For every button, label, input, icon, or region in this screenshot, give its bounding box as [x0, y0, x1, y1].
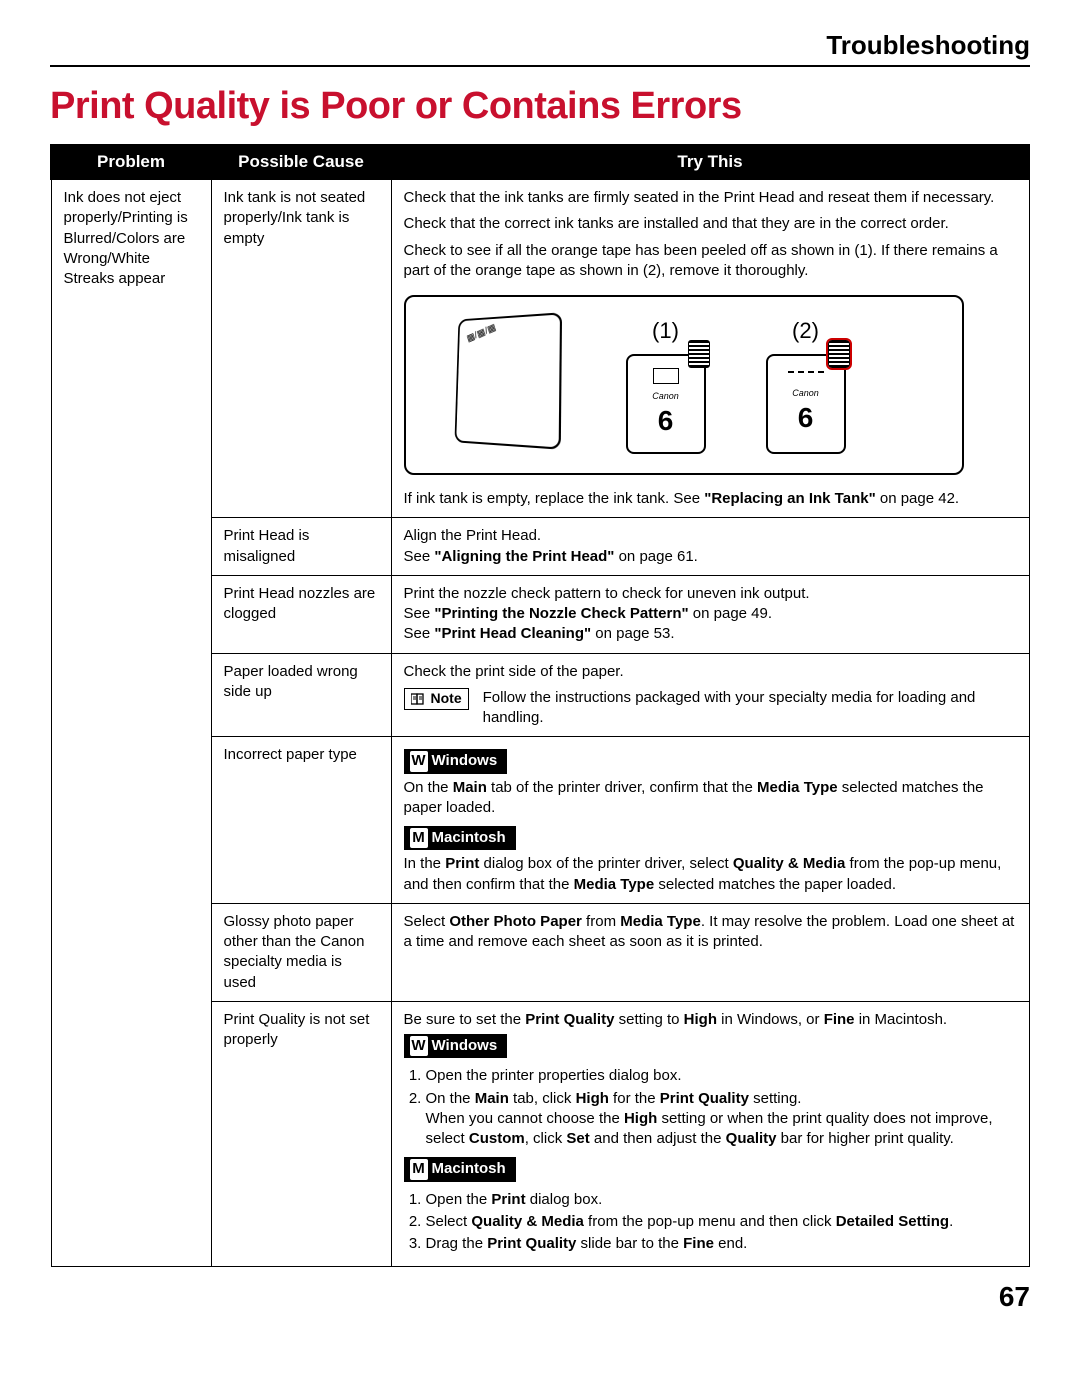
instruction-text: If ink tank is empty, replace the ink ta…: [404, 489, 1017, 509]
step: Open the printer properties dialog box.: [426, 1066, 1017, 1086]
col-problem: Problem: [51, 145, 211, 179]
table-row: Ink does not eject properly/Printing is …: [51, 179, 1029, 518]
windows-badge: WWindows: [404, 749, 508, 773]
instruction-text: Print the nozzle check pattern to check …: [404, 584, 1017, 604]
section-title: Troubleshooting: [826, 30, 1030, 60]
try-cell: WWindows On the Main tab of the printer …: [391, 737, 1029, 904]
instruction-text: Select Other Photo Paper from Media Type…: [404, 912, 1017, 953]
cause-cell: Print Head nozzles are clogged: [211, 575, 391, 653]
instruction-text: Check that the ink tanks are firmly seat…: [404, 188, 1017, 208]
try-cell: Print the nozzle check pattern to check …: [391, 575, 1029, 653]
instruction-text: In the Print dialog box of the printer d…: [404, 854, 1017, 895]
page-title: Print Quality is Poor or Contains Errors: [50, 85, 1030, 128]
mac-steps: Open the Print dialog box. Select Qualit…: [426, 1190, 1017, 1255]
cause-cell: Glossy photo paper other than the Canon …: [211, 903, 391, 1001]
instruction-text: Check the print side of the paper.: [404, 662, 1017, 682]
try-cell: Check the print side of the paper. Note …: [391, 653, 1029, 737]
note-text: Follow the instructions packaged with yo…: [483, 688, 1017, 729]
note-icon: Note: [404, 688, 469, 710]
instruction-text: Check that the correct ink tanks are ins…: [404, 214, 1017, 234]
col-try: Try This: [391, 145, 1029, 179]
brand-label: Canon: [652, 390, 679, 402]
tape-icon: [688, 340, 710, 368]
cause-cell: Incorrect paper type: [211, 737, 391, 904]
try-cell: Select Other Photo Paper from Media Type…: [391, 903, 1029, 1001]
instruction-text: Be sure to set the Print Quality setting…: [404, 1010, 1017, 1030]
macintosh-badge: MMacintosh: [404, 1157, 516, 1181]
windows-badge: WWindows: [404, 1034, 508, 1058]
step-detail: When you cannot choose the High setting …: [426, 1109, 1017, 1150]
instruction-text: See "Print Head Cleaning" on page 53.: [404, 624, 1017, 644]
page-header: Troubleshooting: [50, 30, 1030, 67]
step: Open the Print dialog box.: [426, 1190, 1017, 1210]
tape-remaining-icon: [828, 340, 850, 368]
problem-cell: Ink does not eject properly/Printing is …: [51, 179, 211, 1267]
try-cell: Check that the ink tanks are firmly seat…: [391, 179, 1029, 518]
col-cause: Possible Cause: [211, 145, 391, 179]
page-number: 67: [50, 1281, 1030, 1313]
cause-cell: Ink tank is not seated properly/Ink tank…: [211, 179, 391, 518]
cartridge-correct: (1) Canon 6: [616, 316, 716, 454]
cartridge-main-icon: ▦/▦/▦: [436, 315, 576, 455]
cartridge-wrong: (2) Canon 6: [756, 316, 856, 454]
cause-cell: Print Quality is not set properly: [211, 1001, 391, 1267]
instruction-text: Check to see if all the orange tape has …: [404, 241, 1017, 282]
cartridge-number: 6: [658, 402, 674, 440]
try-cell: Be sure to set the Print Quality setting…: [391, 1001, 1029, 1267]
instruction-text: See "Printing the Nozzle Check Pattern" …: [404, 604, 1017, 624]
troubleshoot-table: Problem Possible Cause Try This Ink does…: [50, 144, 1030, 1267]
instruction-text: Align the Print Head.: [404, 526, 1017, 546]
step: Select Quality & Media from the pop-up m…: [426, 1212, 1017, 1232]
cartridge-number: 6: [798, 399, 814, 437]
macintosh-badge: MMacintosh: [404, 826, 516, 850]
step: On the Main tab, click High for the Prin…: [426, 1089, 1017, 1150]
step: Drag the Print Quality slide bar to the …: [426, 1234, 1017, 1254]
cause-cell: Print Head is misaligned: [211, 518, 391, 576]
try-cell: Align the Print Head. See "Aligning the …: [391, 518, 1029, 576]
instruction-text: See "Aligning the Print Head" on page 61…: [404, 547, 1017, 567]
windows-steps: Open the printer properties dialog box. …: [426, 1066, 1017, 1149]
brand-label: Canon: [792, 387, 819, 399]
note-block: Note Follow the instructions packaged wi…: [404, 688, 1017, 729]
instruction-text: On the Main tab of the printer driver, c…: [404, 778, 1017, 819]
ink-tank-illustration: ▦/▦/▦ (1) Canon 6 (2): [404, 295, 964, 475]
cause-cell: Paper loaded wrong side up: [211, 653, 391, 737]
